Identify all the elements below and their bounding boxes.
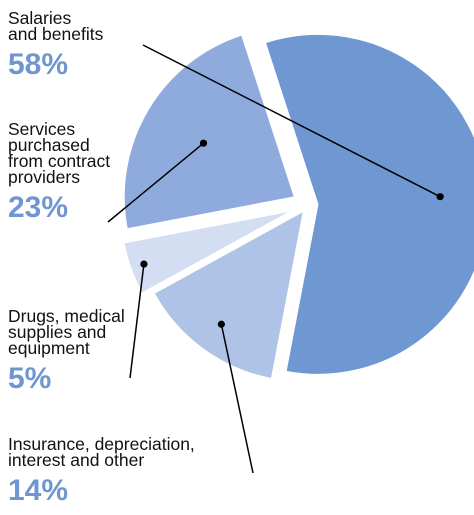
slice-label-services-line-1: Services	[8, 119, 75, 139]
pie-slice-insurance-depreciation	[153, 210, 304, 380]
slice-label-insurance-depreciation-line-2: interest and other	[8, 450, 144, 470]
leader-dot-salaries	[436, 193, 444, 201]
slice-label-services-line-4: providers	[8, 167, 80, 187]
slice-label-drugs-medical-line-2: supplies and	[8, 322, 106, 342]
slice-value-label-drugs-medical: 5%	[8, 362, 51, 395]
slice-label-drugs-medical-line-3: equipment	[8, 338, 90, 358]
slice-label-services-line-3: from contract	[8, 151, 110, 171]
slice-label-insurance-depreciation-line-1: Insurance, depreciation,	[8, 434, 195, 454]
leader-line-insurance-depreciation	[220, 324, 254, 474]
pie-slice-drugs-medical	[123, 210, 292, 294]
leader-lines	[107, 44, 444, 474]
slice-label-salaries-line-2: and benefits	[8, 24, 104, 44]
leader-line-salaries	[142, 44, 441, 198]
slice-value-label-salaries: 58%	[8, 48, 68, 81]
leader-dot-drugs-medical	[140, 260, 148, 268]
leader-line-drugs-medical	[129, 263, 145, 379]
leader-line-services	[107, 142, 204, 223]
leader-dot-services	[199, 139, 208, 147]
leader-dot-insurance-depreciation	[217, 320, 225, 328]
slice-label-salaries-line-1: Salaries	[8, 8, 71, 28]
pie-slice-salaries	[264, 33, 474, 375]
pie-slice-services	[123, 34, 295, 230]
slice-value-label-services: 23%	[8, 191, 68, 224]
slice-label-drugs-medical-line-1: Drugs, medical	[8, 306, 125, 326]
slice-value-label-insurance-depreciation: 14%	[8, 474, 68, 507]
slice-label-services-line-2: purchased	[8, 135, 90, 155]
pie-slices	[123, 33, 474, 380]
